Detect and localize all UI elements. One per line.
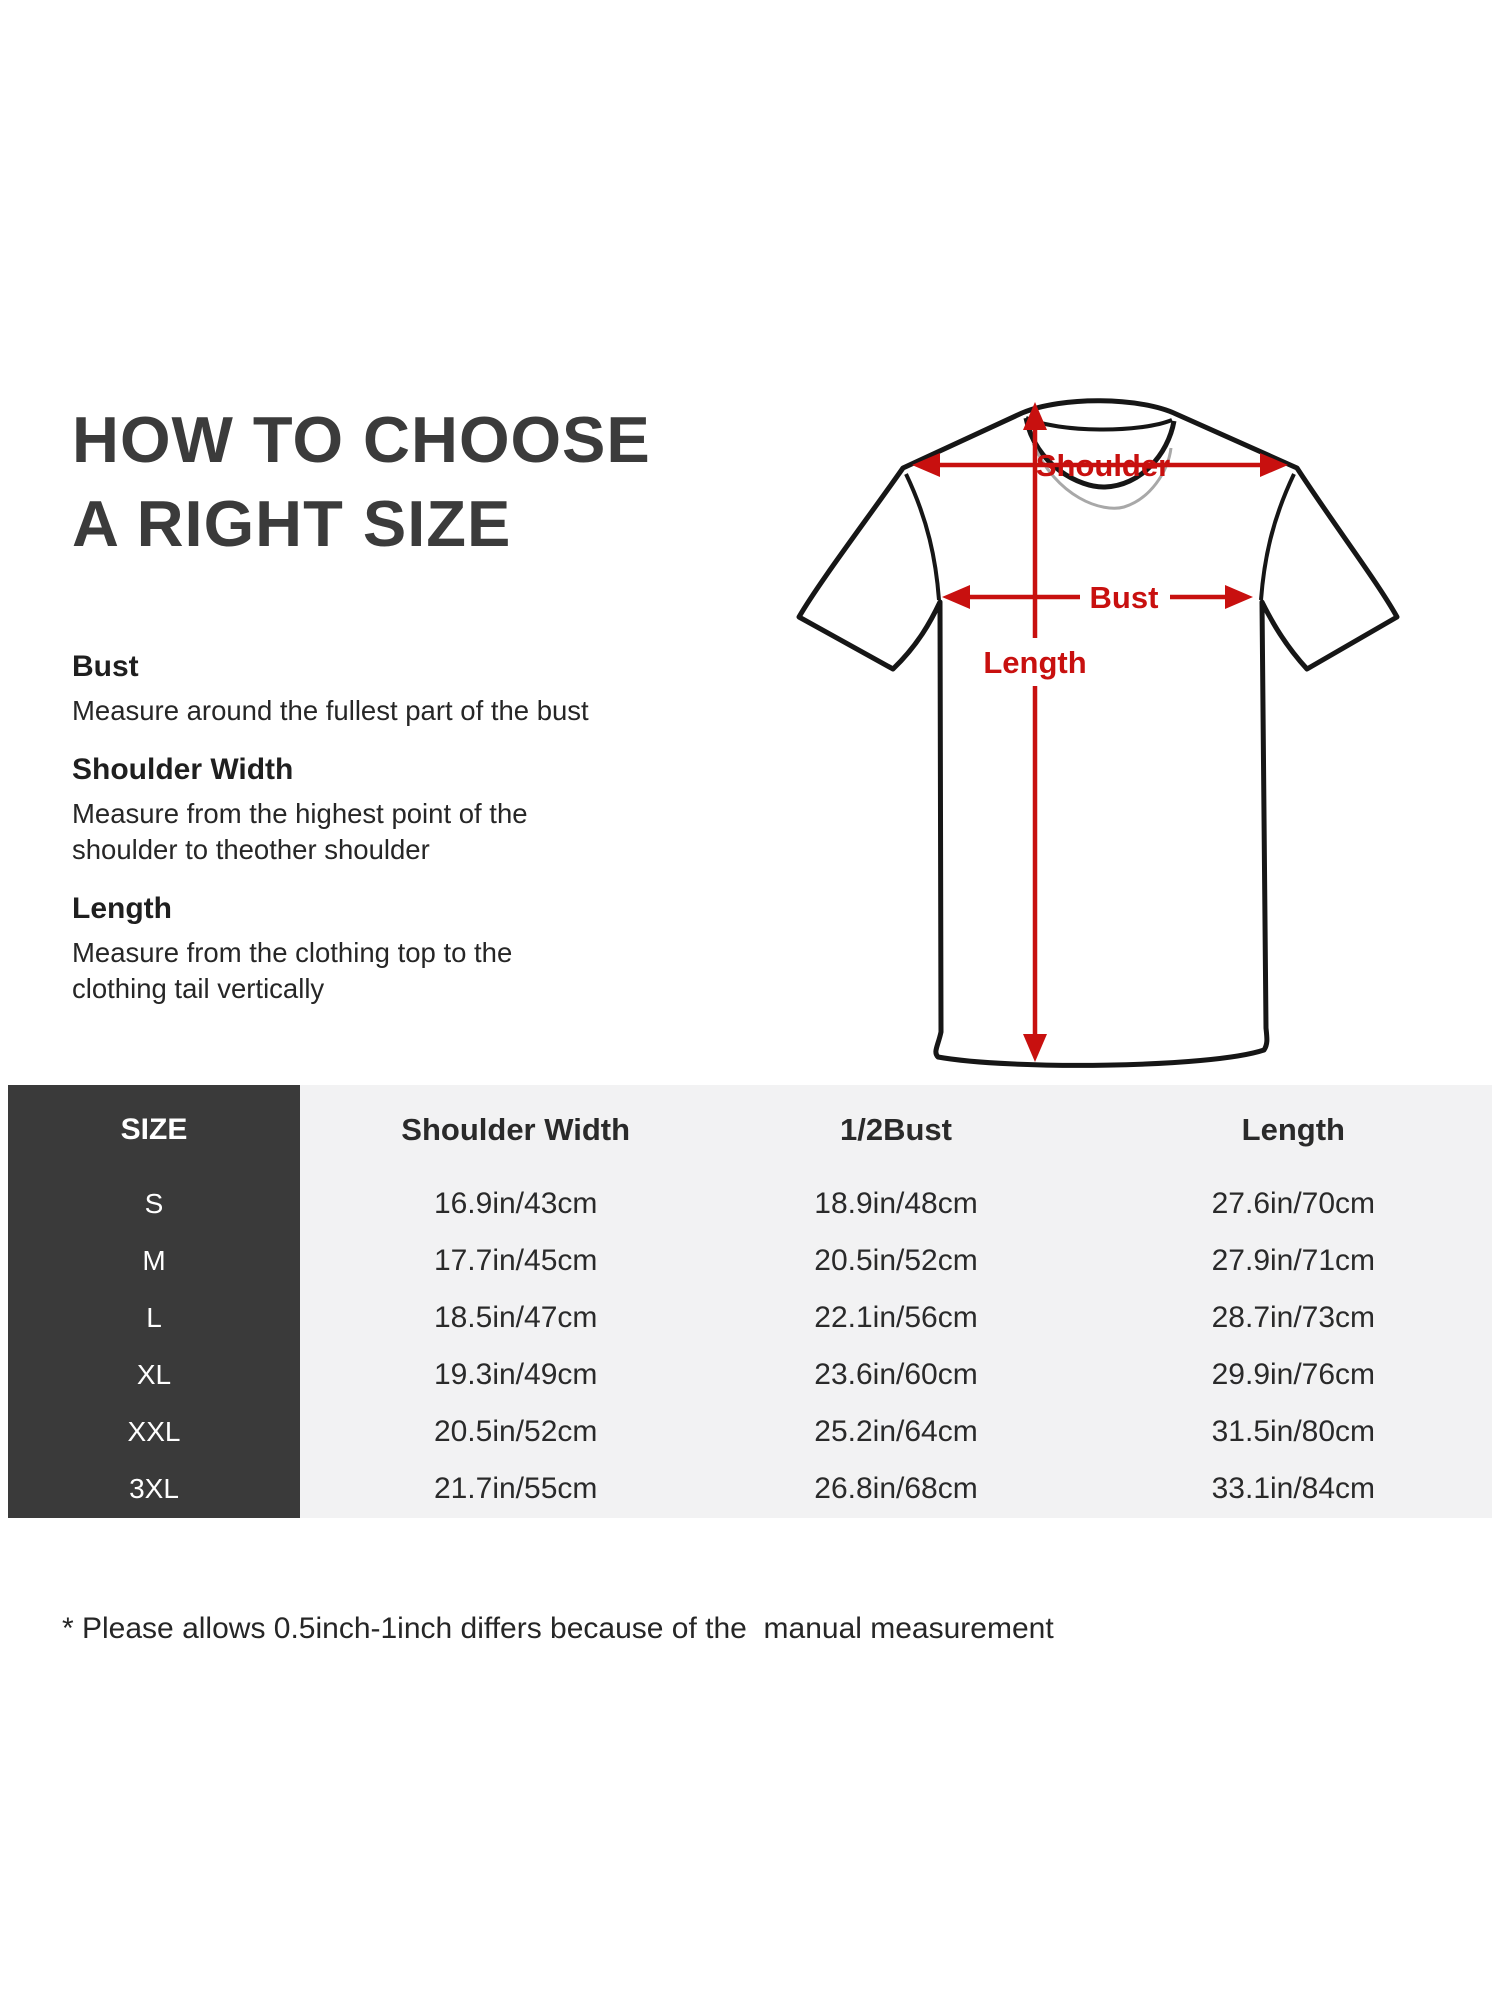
size-table-row-l-half-bust: 22.1in/56cm [814,1300,978,1334]
bust-measure-arrow [942,585,1253,609]
size-table-row-xl-length: 29.9in/76cm [1211,1358,1376,1392]
page-title: HOW TO CHOOSE A RIGHT SIZE [72,398,651,566]
size-table-row-s-length: 27.6in/70cm [1211,1186,1376,1220]
instruction-bust: Bust Measure around the fullest part of … [72,650,672,729]
size-table-row-3xl-label: 3XL [8,1460,300,1518]
length-arrow-label: Length [983,645,1086,680]
size-table-row-s-half-bust: 18.9in/48cm [814,1186,978,1220]
instruction-shoulder-heading: Shoulder Width [72,753,294,786]
size-table-row-xxl-shoulder: 20.5in/52cm [433,1415,598,1449]
instruction-length: Length Measure from the clothing top to … [72,892,672,1007]
instruction-shoulder-width: Shoulder Width Measure from the highest … [72,753,672,868]
instruction-length-text-line2: clothing tail vertically [72,973,325,1004]
instruction-shoulder-text-line1: Measure from the highest point of the [72,798,528,829]
page-title-line2: A RIGHT SIZE [72,487,512,560]
right-armhole-seam [1259,473,1296,601]
size-table-row-l-label: L [8,1289,300,1347]
instruction-length-text-line1: Measure from the clothing top to the [72,937,513,968]
size-table-row-xl-shoulder: 19.3in/49cm [433,1358,598,1392]
instruction-bust-heading: Bust [72,650,139,683]
instruction-bust-text: Measure around the fullest part of the b… [72,695,589,726]
shoulder-arrow-label: Shoulder [1036,448,1170,483]
size-table-row-xxl-half-bust: 25.2in/64cm [814,1415,978,1449]
size-table: SIZE Shoulder Width 1/2Bust Length S 16.… [8,1085,1492,1518]
instruction-length-heading: Length [72,892,172,925]
tshirt-outline [796,398,1400,1068]
size-table-row-3xl-shoulder: 21.7in/55cm [433,1472,598,1506]
size-table-row-3xl-half-bust: 26.8in/68cm [814,1472,978,1506]
size-table-row-m-half-bust: 20.5in/52cm [814,1243,978,1277]
shoulder-measure-arrow [912,453,1288,477]
instruction-shoulder-text-line2: shoulder to theother shoulder [72,834,430,865]
size-table-row-m-length: 27.9in/71cm [1211,1243,1376,1277]
size-table-row-xl-half-bust: 23.6in/60cm [814,1358,978,1392]
size-table-row-m-shoulder: 17.7in/45cm [433,1243,598,1277]
size-table-row-s-label: S [8,1175,300,1233]
left-armhole-seam [904,473,941,601]
size-table-row-s-shoulder: 16.9in/43cm [433,1186,598,1220]
size-table-row-m-label: M [8,1232,300,1290]
bust-arrow-label: Bust [1090,580,1159,615]
size-table-row-xl-label: XL [8,1346,300,1404]
size-table-row-xxl-length: 31.5in/80cm [1211,1415,1376,1449]
collar-shadow [1031,442,1173,510]
collar-front-band [1023,417,1177,490]
size-table-row-xxl-label: XXL [8,1403,300,1461]
size-table-header-half-bust: 1/2Bust [840,1112,952,1147]
size-table-row-3xl-length: 33.1in/84cm [1211,1472,1376,1506]
size-table-row-l-shoulder: 18.5in/47cm [433,1300,598,1334]
measure-instructions: Bust Measure around the fullest part of … [72,650,672,1031]
length-measure-arrow [1023,402,1047,1062]
size-table-row-l-length: 28.7in/73cm [1211,1300,1376,1334]
page-title-line1: HOW TO CHOOSE [72,403,651,476]
size-table-header-shoulder-width: Shoulder Width [401,1112,631,1147]
size-table-header-length: Length [1241,1112,1345,1147]
size-table-header-size: SIZE [8,1085,300,1175]
measurement-disclaimer: * Please allows 0.5inch-1inch differs be… [62,1612,1054,1645]
